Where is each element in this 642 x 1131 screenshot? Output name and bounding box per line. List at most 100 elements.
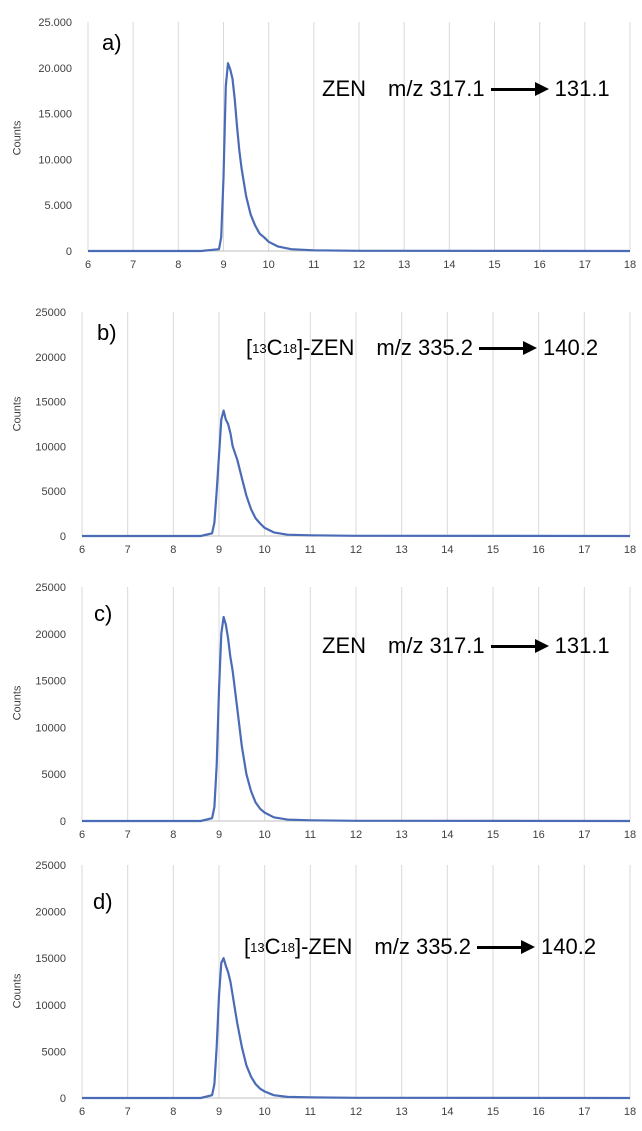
y-tick-label: 0 [66,246,72,258]
x-tick-label: 6 [79,1106,85,1118]
x-tick-label: 12 [350,1106,362,1118]
x-tick-label: 10 [259,544,271,556]
x-tick-label: 9 [216,1106,222,1118]
y-axis-title: Counts [11,973,24,1009]
panel-label: b) [97,320,117,345]
y-tick-label: 10.000 [38,154,72,166]
y-tick-label: 15000 [35,953,66,965]
x-tick-label: 7 [125,829,131,841]
chart-svg-d: 6 7 8 9 10 11 12 13 14 15 16 17 18 0 5000 10000 15000 200… [35,860,636,1118]
x-tick-label: 13 [396,544,408,556]
arrow-right-icon [490,639,549,653]
panel-label: c) [94,601,113,626]
mz-precursor: m/z 335.2 [374,934,472,959]
x-tick-label: 11 [305,829,316,841]
y-tick-label: 25.000 [38,17,72,29]
x-tick-label: 7 [125,544,131,556]
x-tick-label: 16 [534,259,546,271]
chromatogram-line [82,615,631,823]
isotope-mass: 13 [250,939,265,955]
x-tick-label: 8 [170,1106,176,1118]
x-tick-label: 8 [170,829,176,841]
chart-svg-a: 6 7 8 9 10 11 12 13 14 15 16 17 18 0 5.000 10.000 15.000… [38,17,636,271]
chart-svg-c: 6 7 8 9 10 11 12 13 14 15 16 17 18 0 5000 10000 15000 200… [35,582,636,841]
isotope-count: 18 [280,939,295,955]
y-tick-label: 0 [60,816,66,828]
y-tick-label: 5000 [42,1046,66,1058]
x-tick-label: 9 [220,259,226,271]
x-tick-label: 12 [353,259,365,271]
x-tick-label: 13 [398,259,410,271]
x-tick-label: 14 [441,544,453,556]
arrow-right-icon [477,940,536,954]
y-axis-title: Counts [11,120,24,156]
x-tick-label: 6 [79,829,85,841]
y-axis-title: Counts [11,685,24,721]
x-tick-label: 16 [533,829,545,841]
mz-precursor: m/z 335.2 [376,335,474,360]
x-tick-label: 11 [308,259,319,271]
x-tick-label: 8 [170,544,176,556]
x-tick-label: 10 [263,259,275,271]
x-tick-label: 17 [578,1106,590,1118]
x-tick-label: 18 [624,1106,636,1118]
y-tick-label: 0 [60,1093,66,1105]
x-tick-label: 7 [130,259,136,271]
x-tick-label: 9 [216,544,222,556]
y-axis-title: Counts [11,396,24,432]
chart-panel-c: 6 7 8 9 10 11 12 13 14 15 16 17 18 0 5000 10000 15000 200… [0,557,642,842]
y-tick-label: 15000 [35,676,66,688]
mz-precursor: m/z 317.1 [388,76,485,101]
y-tick-label: 15000 [35,397,66,409]
x-tick-label: 15 [487,544,499,556]
y-tick-label: 25000 [35,582,66,594]
chart-panel-a: 6 7 8 9 10 11 12 13 14 15 16 17 18 0 5.000 10.000 15.000… [0,0,642,275]
arrow-right-icon [490,82,549,96]
compound-name-bracket-open: [ [244,934,251,959]
x-tick-label: 11 [305,544,316,556]
y-tick-label: 0 [60,531,66,543]
x-tick-label: 10 [259,829,271,841]
y-tick-label: 20000 [35,629,66,641]
x-tick-label: 15 [487,1106,499,1118]
compound-element: C [264,934,281,959]
x-tick-label: 18 [624,829,636,841]
x-tick-label: 14 [443,259,455,271]
compound-name: ZEN [322,633,366,658]
y-tick-label: 10000 [35,441,66,453]
x-tick-label: 16 [533,544,545,556]
chromatogram-line [82,957,631,1100]
compound-name-bracket-open: [ [246,335,253,360]
mz-product: 131.1 [554,76,610,101]
transition-annotation: ZEN m/z 317.1 131.1 [322,76,610,102]
x-tick-label: 11 [305,1106,316,1118]
compound-name: ]-ZEN [296,335,355,360]
x-tick-label: 7 [125,1106,131,1118]
chart-svg-b: 6 7 8 9 10 11 12 13 14 15 16 17 18 0 5000 10000 15000 200… [35,307,636,556]
mz-precursor: m/z 317.1 [388,633,485,658]
panel-label: d) [93,889,113,914]
x-tick-label: 13 [396,1106,408,1118]
x-tick-label: 6 [79,544,85,556]
y-tick-label: 10000 [35,722,66,734]
x-tick-label: 15 [487,829,499,841]
y-tick-label: 5000 [42,486,66,498]
y-tick-label: 20000 [35,907,66,919]
x-tick-label: 18 [624,544,636,556]
compound-name: ZEN [322,76,366,101]
chart-panel-d: 6 7 8 9 10 11 12 13 14 15 16 17 18 0 5000 10000 15000 200… [0,843,642,1131]
compound-name: ]-ZEN [294,934,353,959]
y-tick-label: 15.000 [38,109,72,121]
x-tick-label: 17 [578,829,590,841]
y-tick-label: 5.000 [44,200,72,212]
x-tick-label: 6 [85,259,91,271]
x-tick-label: 14 [441,829,453,841]
y-tick-label: 25000 [35,860,66,872]
transition-annotation: [13 C 18]-ZEN m/z 335.2 140.2 [244,934,596,960]
x-tick-label: 12 [350,829,362,841]
y-tick-label: 5000 [42,769,66,781]
x-tick-label: 18 [624,259,636,271]
x-tick-label: 13 [396,829,408,841]
isotope-mass: 13 [252,340,267,356]
x-tick-label: 10 [259,1106,271,1118]
